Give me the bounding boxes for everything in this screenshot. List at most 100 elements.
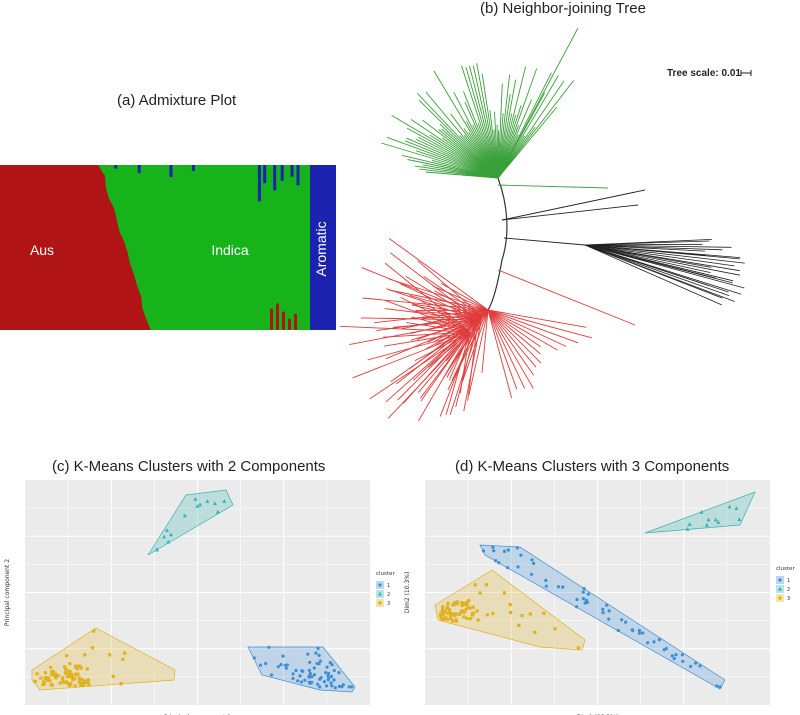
label-indica: Indica [211,242,249,258]
point-cluster-1 [506,548,510,552]
point-cluster-3 [463,602,467,606]
point-cluster-1 [317,653,321,657]
point-cluster-1 [298,674,302,678]
point-cluster-1 [284,666,288,670]
point-cluster-3 [455,600,459,604]
y-axis-label: Principal component 2 [4,559,11,626]
point-cluster-2 [162,534,167,539]
point-cluster-3 [68,662,72,666]
point-cluster-3 [520,614,524,618]
point-cluster-3 [441,605,445,609]
point-cluster-1 [494,559,498,563]
point-cluster-1 [575,605,579,609]
tree-branch-red [447,309,489,391]
point-cluster-2 [734,506,739,511]
point-cluster-2 [212,501,217,506]
point-cluster-3 [460,603,464,608]
point-cluster-3 [56,674,60,678]
point-cluster-3 [447,608,452,612]
tree-branch-green [418,136,499,179]
point-cluster-3 [508,603,512,607]
point-cluster-2 [704,522,709,527]
tree-branch-black [584,244,742,295]
point-cluster-3 [54,676,58,680]
point-cluster-3 [79,666,83,670]
tree-branch-black [584,244,740,276]
point-cluster-3 [61,676,65,680]
admixture-mix-bar [280,165,284,181]
point-cluster-3 [446,601,450,605]
point-cluster-1 [674,653,678,657]
admixture-mix-bar [290,165,294,177]
tree-branch-red [389,252,479,321]
tree-branch-green [406,127,499,179]
tree-branch-black [584,244,735,267]
point-cluster-3 [517,623,521,627]
point-cluster-1 [318,659,322,663]
point-cluster-3 [469,617,473,621]
point-cluster-3 [484,583,488,587]
legend-label: 2 [387,592,390,598]
admixture-mix-bar [202,165,206,171]
point-cluster-3 [63,665,67,669]
point-cluster-3 [445,617,449,622]
panel-a-title: (a) Admixture Plot [117,92,237,109]
point-cluster-1 [715,684,719,688]
aromatic-block [310,165,336,330]
admixture-mix-bar [175,165,179,172]
legend-marker [778,596,782,600]
point-cluster-1 [630,628,634,632]
point-cluster-1 [269,673,274,677]
point-cluster-2 [205,499,210,503]
point-cluster-1 [299,680,303,684]
tree-branch-red [445,331,471,415]
point-cluster-2 [193,497,198,501]
point-cluster-1 [340,684,344,689]
point-cluster-3 [491,611,495,616]
point-cluster-3 [119,682,123,686]
point-cluster-1 [670,654,674,658]
point-cluster-1 [267,645,271,649]
tree-branch-red [481,309,489,373]
legend-title: cluster [376,571,395,577]
tree-branch-red [349,319,479,346]
point-cluster-1 [312,673,317,677]
tree-branch-black [584,244,740,260]
tree-branch-red [487,309,535,376]
tree-branch-red [400,296,471,333]
point-cluster-1 [326,674,330,678]
tree-branch-red [448,331,471,381]
point-cluster-1 [279,663,283,667]
point-cluster-1 [529,572,534,576]
point-cluster-2 [195,504,200,508]
point-cluster-3 [449,611,453,616]
tree-branch-green [381,142,499,179]
point-cluster-1 [332,678,336,682]
point-cluster-1 [561,585,565,589]
hull-cluster-3 [434,569,586,651]
point-cluster-2 [164,528,169,532]
point-cluster-1 [347,685,351,689]
tree-branch-red [487,309,541,355]
point-cluster-1 [601,607,605,611]
point-cluster-2 [737,517,742,522]
admixture-plot: Aus Indica Aromatic [0,165,336,330]
point-cluster-1 [332,668,336,673]
point-cluster-1 [718,685,722,689]
tree-branch-green [416,92,499,179]
point-cluster-3 [92,629,96,633]
point-cluster-3 [460,601,464,605]
point-cluster-3 [44,676,48,680]
point-cluster-3 [83,653,87,657]
point-cluster-3 [61,678,65,682]
neighbor-joining-tree [340,27,745,422]
point-cluster-3 [76,672,80,676]
point-cluster-1 [329,681,333,685]
point-cluster-1 [285,663,289,667]
tree-branch-red [487,309,518,390]
point-cluster-1 [582,587,586,591]
tree-branch-black [503,237,586,246]
point-cluster-3 [73,684,77,688]
tree-branch-green [497,83,503,179]
